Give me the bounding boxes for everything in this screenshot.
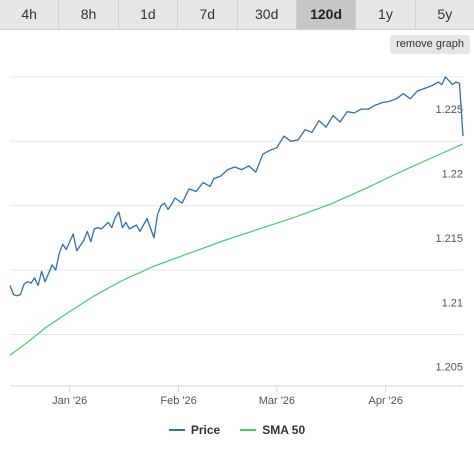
y-tick-label: 1.205	[435, 362, 463, 374]
tab-30d[interactable]: 30d	[238, 0, 297, 29]
x-tick-label: Apr '26	[368, 395, 403, 407]
y-tick-label: 1.21	[442, 297, 463, 309]
tab-1d[interactable]: 1d	[119, 0, 179, 29]
grid-lines	[10, 76, 463, 387]
tab-4h[interactable]: 4h	[0, 0, 60, 29]
y-tick-label: 1.22	[442, 168, 463, 180]
tab-120d[interactable]: 120d	[296, 0, 357, 29]
legend-item-price[interactable]: Price	[168, 423, 221, 437]
x-tick-labels: Jan '26 Feb '26 Mar '26 Apr '26	[52, 386, 403, 407]
y-tick-labels: 1.205 1.21 1.215 1.22 1.225	[435, 104, 463, 374]
series-lines	[9, 76, 464, 356]
range-tabs: 4h 8h 1d 7d 30d 120d 1y 5y	[0, 0, 474, 30]
x-tick-label: Mar '26	[259, 395, 295, 407]
tab-8h[interactable]: 8h	[59, 0, 119, 29]
legend-item-sma-50[interactable]: SMA 50	[240, 423, 305, 437]
tab-7d[interactable]: 7d	[178, 0, 238, 29]
x-tick-label: Feb '26	[160, 395, 196, 407]
legend-swatch	[240, 429, 257, 431]
legend-label: SMA 50	[262, 423, 306, 437]
tab-5y[interactable]: 5y	[437, 6, 453, 22]
x-tick-label: Jan '26	[52, 395, 87, 407]
y-tick-label: 1.215	[435, 233, 463, 245]
series-line-sma-50	[9, 143, 464, 356]
tab-1y[interactable]: 1y	[356, 0, 416, 29]
legend-swatch	[168, 429, 185, 431]
legend-label: Price	[190, 423, 221, 437]
series-line-price	[9, 76, 464, 297]
y-tick-label: 1.225	[435, 104, 463, 116]
remove-graph-button[interactable]: remove graph	[390, 35, 470, 54]
legend: Price SMA 50	[0, 420, 474, 440]
price-chart: 1.205 1.21 1.215 1.22 1.225 Jan '26 Feb '26 Ma…	[9, 76, 464, 407]
